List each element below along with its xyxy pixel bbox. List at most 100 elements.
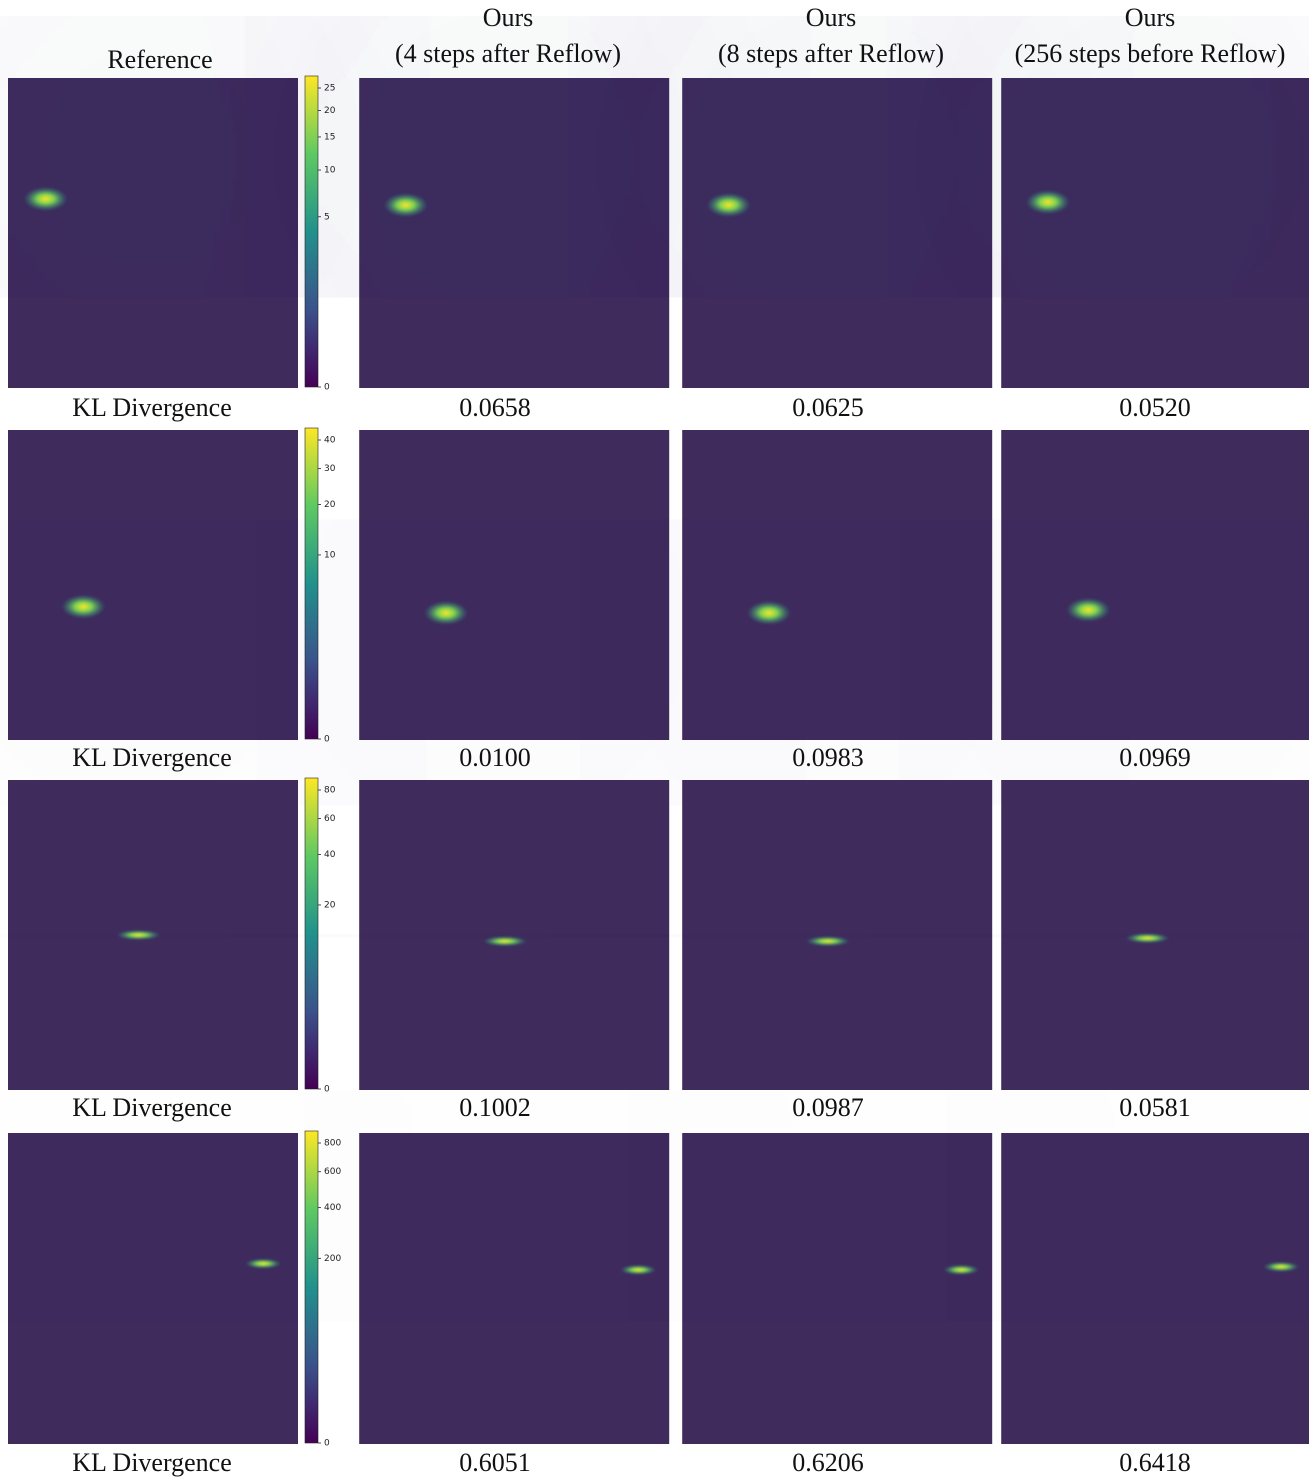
colorbar-tick-label: 80 [324,786,336,796]
density-core [748,1147,993,1265]
colorbar-tick-label: 600 [324,1167,341,1177]
density-core [1067,1147,1309,1265]
heatmap-background [359,1133,670,1444]
heatmap-density [382,578,670,746]
heatmap-density [705,578,993,746]
density-core [374,934,670,938]
colorbar-tick-label: 25 [324,84,335,94]
heatmap-density [374,922,670,949]
metric-label: KL Divergence [72,1093,232,1122]
colorbar-tick-label: 0 [324,735,330,745]
kl-value: 0.0520 [1119,393,1191,422]
heatmap-background [8,1133,298,1444]
density-core [697,934,993,938]
heatmap-density [22,74,299,240]
kl-value: 0.0581 [1119,1093,1191,1122]
heatmap-background [682,1133,993,1444]
colorbar-tick-label: 40 [324,436,336,446]
density-peak [424,600,468,625]
heatmap-panel [8,74,299,388]
heatmap-panel [1001,1133,1309,1444]
density-peak [1025,190,1070,214]
colorbar-tick-label: 5 [324,212,330,222]
kl-value: 0.0969 [1119,743,1191,772]
column-title: Ours [1125,3,1176,32]
density-peak [482,936,527,947]
column-subtitle: (256 steps before Reflow) [1015,39,1286,68]
density-core [385,85,670,228]
colorbar-tick-label: 200 [324,1254,341,1264]
heatmap-panel [682,780,993,1090]
density-core [22,934,299,938]
heatmap-panel [1001,430,1309,746]
density-peak [23,186,68,211]
heatmap-panel [1001,780,1309,1090]
heatmap-density [697,922,993,949]
density-peak [805,936,850,947]
column-subtitle: (8 steps after Reflow) [718,39,944,68]
heatmap-density [413,1136,671,1277]
density-peak [1125,933,1170,944]
heatmap-panel [359,430,670,746]
colorbar [304,777,319,1090]
colorbar-tick-label: 20 [324,500,336,510]
kl-value: 0.6418 [1119,1448,1191,1477]
colorbar-tick-label: 0 [324,383,330,393]
density-core [1035,590,1309,735]
heatmap-density [29,578,299,746]
heatmap-panel [682,74,993,388]
density-core [69,1147,299,1265]
density-peak [383,193,428,218]
heatmap-background [1001,1133,1309,1444]
column-title: Ours [806,3,857,32]
density-core [425,1147,670,1265]
density-peak [747,600,791,625]
colorbar [304,1130,319,1444]
heatmap-density [22,922,299,949]
heatmap-density [1016,74,1309,240]
heatmap-density [374,74,670,240]
heatmap-panel [682,1133,994,1444]
density-peak [943,1264,980,1275]
colorbar-tick-label: 60 [324,814,336,824]
colorbar-tick-label: 15 [324,132,335,142]
density-peak [1066,597,1111,622]
kl-value: 0.0658 [459,393,531,422]
column-title: Ours [483,3,534,32]
kl-value: 0.0100 [459,743,531,772]
colorbar [304,427,319,740]
density-peak [245,1258,282,1269]
heatmap-panel [1001,74,1309,388]
kl-value: 0.6206 [792,1448,864,1477]
colorbar-tick-label: 40 [324,850,336,860]
colorbar [304,75,319,388]
kl-value: 0.6051 [459,1448,531,1477]
density-core [708,85,993,228]
heatmap-density [1024,578,1309,746]
heatmap-density [736,1136,994,1277]
colorbar-tick-label: 20 [324,106,336,116]
colorbar-tick-label: 10 [324,550,336,560]
density-peak [706,193,751,218]
kl-value: 0.0987 [792,1093,864,1122]
heatmap-panel [8,780,299,1090]
colorbar-tick-label: 800 [324,1139,341,1149]
colorbar-tick-label: 10 [324,166,336,176]
heatmap-panel [359,1133,671,1444]
heatmap-panel [359,74,670,388]
density-peak [61,594,106,619]
density-core [716,590,993,735]
heatmap-panel [8,430,299,746]
density-core [393,590,670,735]
metric-label: KL Divergence [72,1448,232,1477]
heatmap-density [697,74,993,240]
density-core [32,85,299,228]
colorbar-tick-label: 30 [324,464,336,474]
heatmap-panel [682,430,993,746]
reference-header: Reference [107,45,212,74]
kl-value: 0.0625 [792,393,864,422]
heatmap-density [59,1136,299,1277]
heatmap-density [1055,1136,1309,1276]
